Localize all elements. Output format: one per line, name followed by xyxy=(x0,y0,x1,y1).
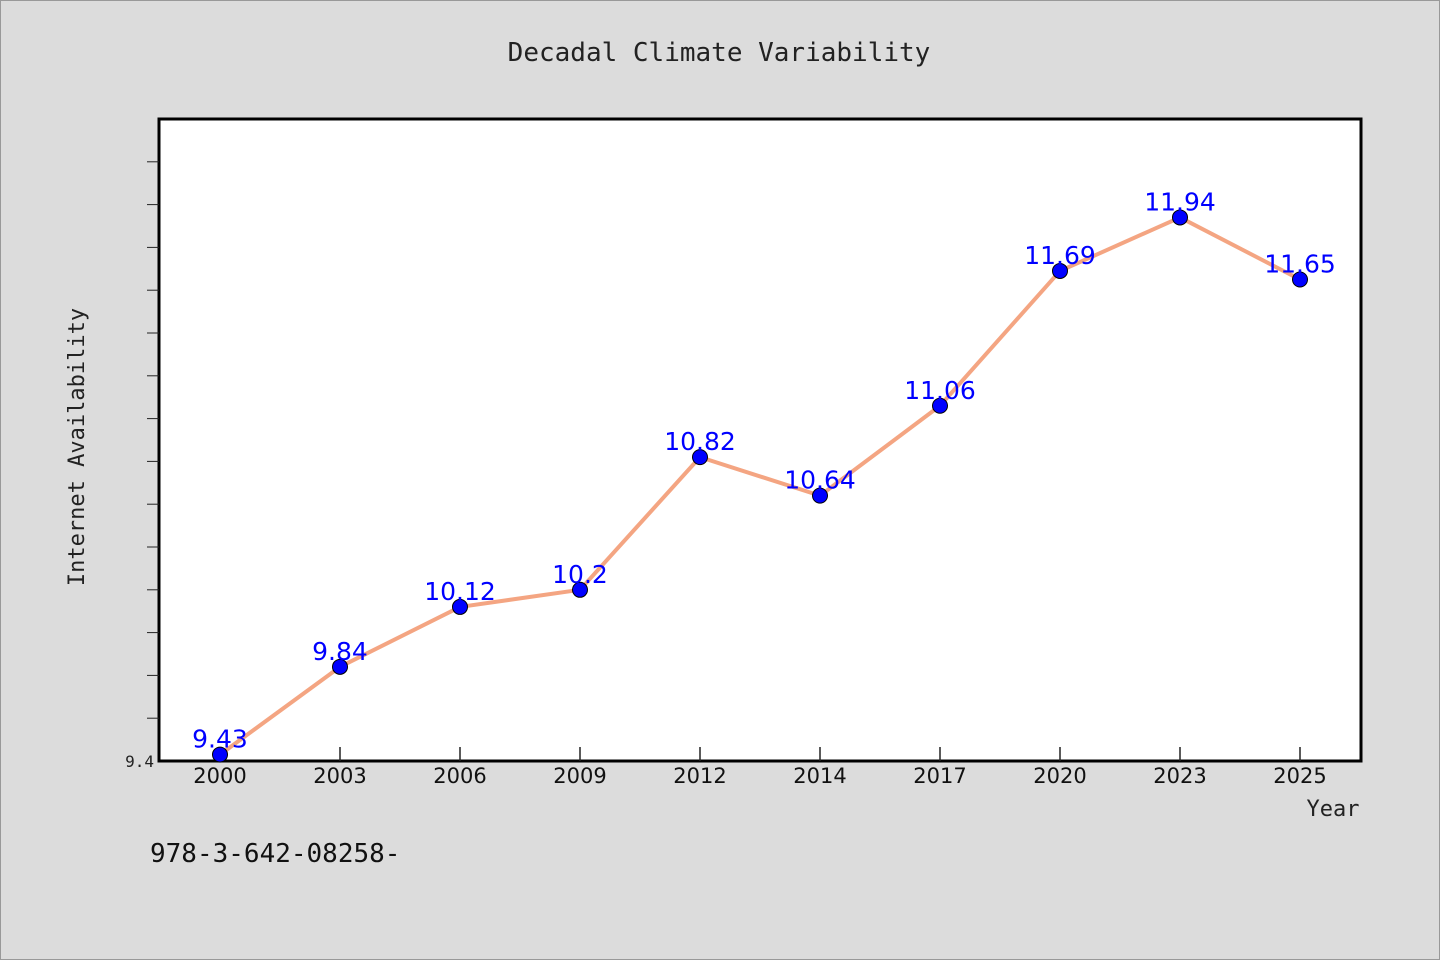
data-point xyxy=(332,658,348,675)
series-line xyxy=(218,215,1301,757)
data-point xyxy=(1052,262,1068,279)
y-axis-label: Internet Availability xyxy=(65,308,90,586)
x-tick-label: 2000 xyxy=(193,764,246,788)
data-label: 10.64 xyxy=(784,466,856,495)
data-point xyxy=(1292,271,1308,288)
x-tick-label: 2017 xyxy=(913,764,966,788)
series-layer xyxy=(212,209,1308,763)
data-labels: 9.43 9.84 10.12 10.2 10.82 10.64 11.06 11.69 11.… xyxy=(192,187,1336,753)
data-point xyxy=(572,581,588,598)
y-tick-label: 9.4 xyxy=(125,752,154,771)
x-tick-label: 2014 xyxy=(793,764,846,788)
data-label: 11.06 xyxy=(904,376,976,405)
data-point xyxy=(452,598,468,615)
y-axis-ticks: 9.4 xyxy=(125,161,159,771)
data-label: 11.69 xyxy=(1024,241,1096,270)
chart-title: Decadal Climate Variability xyxy=(508,38,931,68)
data-label: 10.82 xyxy=(664,427,736,456)
data-label: 9.84 xyxy=(312,637,368,666)
footer-isbn-text: 978-3-642-08258- xyxy=(150,839,400,869)
data-label: 10.2 xyxy=(552,560,608,589)
x-tick-label: 2006 xyxy=(433,764,486,788)
x-tick-label: 2023 xyxy=(1153,764,1206,788)
data-label: 10.12 xyxy=(424,577,496,606)
x-tick-label: 2012 xyxy=(673,764,726,788)
x-tick-label: 2009 xyxy=(553,764,606,788)
data-point xyxy=(1172,209,1188,226)
data-point xyxy=(932,397,948,414)
data-label: 11.65 xyxy=(1264,250,1336,279)
data-point xyxy=(812,487,828,504)
data-point xyxy=(212,746,228,763)
x-axis-label: Year xyxy=(1307,797,1360,822)
data-label: 9.43 xyxy=(192,725,248,754)
x-tick-label: 2020 xyxy=(1033,764,1086,788)
data-point xyxy=(692,449,708,466)
x-tick-label: 2025 xyxy=(1273,764,1326,788)
x-tick-label: 2003 xyxy=(313,764,366,788)
data-label: 11.94 xyxy=(1144,187,1216,216)
